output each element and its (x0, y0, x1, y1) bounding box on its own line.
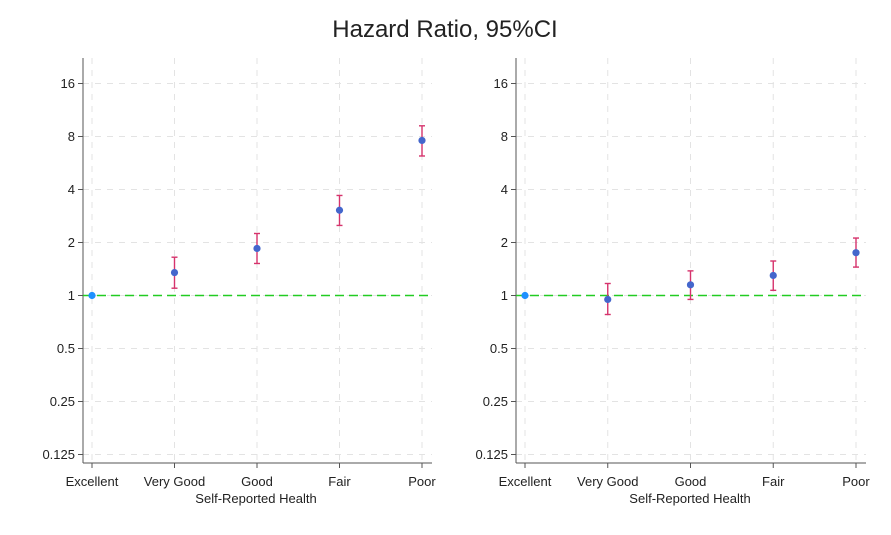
y-tick-label: 8 (68, 129, 75, 144)
x-axis-label: Self-Reported Health (195, 491, 316, 506)
y-tick-label: 1 (68, 288, 75, 303)
y-tick-label: 0.25 (483, 394, 508, 409)
x-tick-label: Very Good (144, 474, 205, 489)
x-tick-label: Fair (328, 474, 351, 489)
data-point (769, 271, 777, 280)
y-tick-label: 0.125 (42, 447, 75, 462)
y-tick-label: 0.25 (50, 394, 75, 409)
y-tick-label: 0.125 (475, 447, 508, 462)
y-tick-label: 1 (501, 288, 508, 303)
data-point (170, 268, 179, 277)
data-point (521, 291, 529, 300)
data-point (852, 249, 860, 257)
chart-title: Hazard Ratio, 95%CI (332, 16, 557, 43)
data-point (604, 295, 612, 304)
y-tick-label: 2 (501, 235, 508, 250)
x-tick-label: Excellent (66, 474, 119, 489)
x-tick-label: Poor (842, 474, 870, 489)
y-tick-label: 0.5 (57, 341, 75, 356)
x-tick-label: Good (675, 474, 707, 489)
panel-2: 0.125 0.25 0.5 1 2 4 8 16 Excellent Very Good Good… (475, 58, 870, 506)
x-tick-label: Poor (408, 474, 436, 489)
data-point (335, 206, 344, 214)
data-point (686, 281, 695, 289)
data-point (88, 291, 96, 300)
plot-layer: 0.125 0.25 0.5 1 2 4 8 16 Excellent Very Good Good… (42, 58, 870, 506)
y-tick-label: 4 (501, 182, 508, 197)
y-tick-label: 0.5 (490, 341, 508, 356)
x-tick-label: Very Good (577, 474, 638, 489)
y-tick-label: 2 (68, 235, 75, 250)
data-point (418, 136, 426, 145)
x-axis-label: Self-Reported Health (629, 491, 750, 506)
y-tick-label: 16 (61, 76, 75, 91)
data-point (253, 244, 261, 253)
y-tick-label: 4 (68, 182, 75, 197)
y-tick-label: 16 (494, 76, 508, 91)
x-tick-label: Good (241, 474, 273, 489)
x-tick-label: Fair (762, 474, 785, 489)
panel-1: 0.125 0.25 0.5 1 2 4 8 16 Excellent Very Good Good… (42, 58, 436, 506)
y-tick-label: 8 (501, 129, 508, 144)
x-tick-label: Excellent (499, 474, 552, 489)
